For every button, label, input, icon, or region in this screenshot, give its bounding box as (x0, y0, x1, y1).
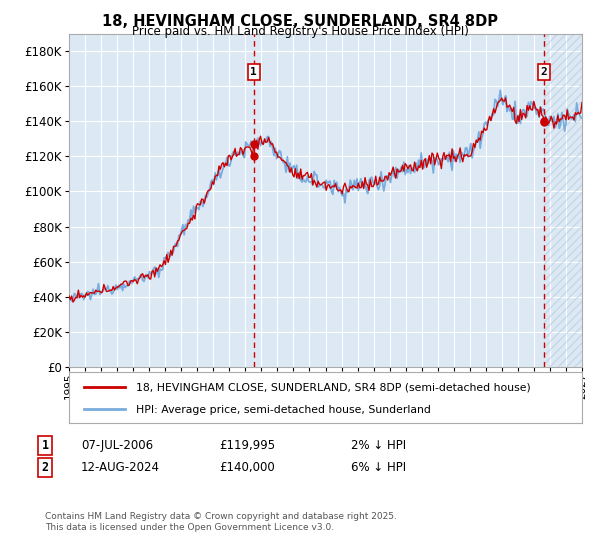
Line: HPI: Average price, semi-detached house, Sunderland: HPI: Average price, semi-detached house,… (69, 90, 582, 301)
Text: 18, HEVINGHAM CLOSE, SUNDERLAND, SR4 8DP (semi-detached house): 18, HEVINGHAM CLOSE, SUNDERLAND, SR4 8DP… (136, 382, 530, 393)
HPI: Average price, semi-detached house, Sunderland: (2e+03, 4.4e+04): Average price, semi-detached house, Sund… (100, 286, 107, 293)
HPI: Average price, semi-detached house, Sunderland: (2.01e+03, 1.06e+05): Average price, semi-detached house, Sund… (331, 177, 338, 184)
18, HEVINGHAM CLOSE, SUNDERLAND, SR4 8DP (semi-detached house) (100, 281, 107, 288)
Text: Price paid vs. HM Land Registry's House Price Index (HPI): Price paid vs. HM Land Registry's House … (131, 25, 469, 38)
Line: 18, HEVINGHAM CLOSE, SUNDERLAND, SR4 8DP (semi-detached house): 18, HEVINGHAM CLOSE, SUNDERLAND, SR4 8DP… (69, 98, 582, 302)
HPI: Average price, semi-detached house, Sunderland: (2.03e+03, 1.42e+05): Average price, semi-detached house, Sund… (578, 114, 586, 121)
Text: £119,995: £119,995 (219, 438, 275, 452)
Text: 6% ↓ HPI: 6% ↓ HPI (351, 461, 406, 474)
Text: 18, HEVINGHAM CLOSE, SUNDERLAND, SR4 8DP: 18, HEVINGHAM CLOSE, SUNDERLAND, SR4 8DP (102, 14, 498, 29)
HPI: Average price, semi-detached house, Sunderland: (2e+03, 4.3e+04): Average price, semi-detached house, Sund… (84, 288, 91, 295)
18, HEVINGHAM CLOSE, SUNDERLAND, SR4 8DP (semi-detached house) (65, 293, 73, 300)
Text: Contains HM Land Registry data © Crown copyright and database right 2025.
This d: Contains HM Land Registry data © Crown c… (45, 512, 397, 532)
Text: 1: 1 (41, 438, 49, 452)
Text: HPI: Average price, semi-detached house, Sunderland: HPI: Average price, semi-detached house,… (136, 405, 431, 415)
18, HEVINGHAM CLOSE, SUNDERLAND, SR4 8DP (semi-detached house) (502, 95, 509, 101)
18, HEVINGHAM CLOSE, SUNDERLAND, SR4 8DP (semi-detached house) (577, 109, 584, 116)
HPI: Average price, semi-detached house, Sunderland: (2.02e+03, 1.19e+05): Average price, semi-detached house, Sund… (433, 155, 440, 162)
HPI: Average price, semi-detached house, Sunderland: (2.02e+03, 1.41e+05): Average price, semi-detached house, Sund… (510, 116, 517, 123)
Text: 2: 2 (541, 67, 547, 77)
18, HEVINGHAM CLOSE, SUNDERLAND, SR4 8DP (semi-detached house) (84, 292, 91, 298)
Text: £140,000: £140,000 (219, 461, 275, 474)
18, HEVINGHAM CLOSE, SUNDERLAND, SR4 8DP (semi-detached house) (70, 298, 77, 305)
Text: 07-JUL-2006: 07-JUL-2006 (81, 438, 153, 452)
Text: 2: 2 (41, 461, 49, 474)
18, HEVINGHAM CLOSE, SUNDERLAND, SR4 8DP (semi-detached house) (510, 104, 517, 111)
18, HEVINGHAM CLOSE, SUNDERLAND, SR4 8DP (semi-detached house) (433, 156, 440, 162)
HPI: Average price, semi-detached house, Sunderland: (2e+03, 3.77e+04): Average price, semi-detached house, Sund… (65, 297, 73, 304)
HPI: Average price, semi-detached house, Sunderland: (2.03e+03, 1.42e+05): Average price, semi-detached house, Sund… (577, 114, 584, 121)
Text: 12-AUG-2024: 12-AUG-2024 (81, 461, 160, 474)
Text: 1: 1 (250, 67, 257, 77)
18, HEVINGHAM CLOSE, SUNDERLAND, SR4 8DP (semi-detached house) (331, 184, 338, 190)
18, HEVINGHAM CLOSE, SUNDERLAND, SR4 8DP (semi-detached house) (578, 99, 586, 106)
HPI: Average price, semi-detached house, Sunderland: (2.02e+03, 1.58e+05): Average price, semi-detached house, Sund… (497, 87, 504, 94)
HPI: Average price, semi-detached house, Sunderland: (2e+03, 3.76e+04): Average price, semi-detached house, Sund… (68, 297, 75, 304)
Text: 2% ↓ HPI: 2% ↓ HPI (351, 438, 406, 452)
